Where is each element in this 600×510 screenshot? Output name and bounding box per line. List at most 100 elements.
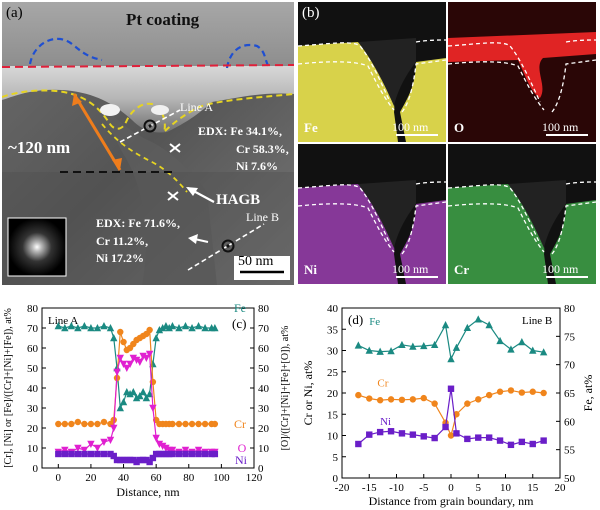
chart-d-ytick-label: 15: [327, 409, 339, 421]
series-d-cr-point: [409, 396, 417, 403]
series-d-cr-point: [496, 388, 504, 395]
series-c-fe-point: [110, 334, 118, 342]
series-d-fe-point: [430, 340, 439, 349]
series-c-fe-point: [87, 324, 95, 332]
series-c-o-point: [152, 434, 160, 442]
series-c-o-point: [123, 364, 131, 372]
pt-grain-outline-1: [28, 37, 103, 65]
chart-d-ylabel-left: Cr or Ni, at%: [301, 361, 315, 426]
legend-c-fe: Fe: [234, 301, 246, 315]
series-c-ni-point: [123, 456, 130, 464]
series-d-fe-point: [376, 347, 384, 355]
series-d-cr-line: [358, 389, 544, 438]
panel-b-edx-maps: (b) Fe 100 nm O 100 nm Ni 100 nm Cr 100 …: [298, 2, 598, 285]
fft-inset: [7, 217, 67, 277]
edx-map-cr: [447, 144, 597, 284]
series-c-fe-point: [168, 322, 177, 330]
series-d-fe-point: [365, 346, 373, 354]
map-ni-scale: 100 nm: [392, 262, 429, 276]
series-c-cr-point: [61, 420, 69, 428]
panel-a-tem-image: (a) Pt coating ~120 nm Line A EDX: Fe 34…: [2, 2, 294, 285]
series-d-cr-point: [507, 387, 515, 394]
series-d-ni-point: [485, 434, 493, 441]
series-c-ni-point: [136, 456, 144, 464]
series-c-ni-point: [146, 458, 153, 466]
chart-d-ytick-label: 40: [327, 303, 339, 315]
edx-map-ni: [298, 144, 447, 284]
chart-d-ytick-label-right: 80: [564, 303, 576, 315]
series-d-cr-point: [376, 397, 384, 404]
chart-c-ytick-label-right: 50: [258, 363, 270, 375]
chart-c-ytick-label: 40: [27, 383, 39, 395]
series-d-cr-point: [464, 400, 471, 407]
series-d-ni-point: [540, 437, 547, 444]
series-d-fe-point: [447, 355, 455, 363]
series-d-fe-point: [398, 340, 406, 349]
series-c-fe-point: [139, 388, 147, 396]
chart-d-ytick-label: 25: [327, 367, 339, 379]
series-d-ni-point: [431, 434, 438, 442]
series-c-o-point: [145, 350, 154, 358]
chart-c-ytick-label: 20: [27, 423, 39, 435]
series-d-ni-point: [355, 440, 362, 448]
chart-c-ytick-label-right: 0: [258, 463, 264, 475]
series-c-fe-point: [165, 324, 173, 332]
map-cr-element: Cr: [454, 262, 470, 277]
series-c-o-point: [129, 354, 138, 362]
chart-c-xtick-label: 120: [246, 472, 263, 484]
series-c-ni-point: [107, 450, 114, 458]
series-c-ni-point: [126, 456, 134, 464]
series-c-ni-point: [152, 450, 160, 458]
series-d-ni-point: [464, 435, 471, 443]
series-c-fe-point: [61, 324, 69, 332]
chart-c-ylabel-left: [Cr], [Ni] or [Fe]/([Cr]+[Ni]+[Fe]), at%: [3, 308, 14, 468]
series-c-o-point: [168, 446, 177, 454]
series-d-cr: [355, 387, 547, 439]
series-c-o-line: [58, 352, 215, 453]
series-d-ni-point: [366, 431, 373, 438]
chart-d-ylabel-right: Fe, at%: [581, 375, 595, 412]
series-c-o-point: [139, 352, 147, 360]
legend-c-o: O: [238, 441, 247, 455]
chart-d-xlabel: Distance from grain boundary, nm: [369, 494, 535, 508]
series-c-o-point: [100, 438, 108, 446]
series-d-ni-point: [496, 437, 504, 444]
chart-c-ytick-label-right: 80: [258, 303, 270, 315]
series-c-ni-point: [156, 450, 163, 458]
chart-c-ytick-label-right: 20: [258, 423, 270, 435]
line-a-label: Line A: [180, 100, 213, 114]
chart-d-xtick-label: 20: [555, 482, 567, 494]
series-c-o-point: [162, 444, 170, 452]
series-d-fe-point: [452, 343, 461, 351]
series-c-fe-point: [67, 322, 76, 330]
series-d-cr-point: [366, 395, 373, 402]
grain-boundary-outline: [101, 123, 188, 193]
line-b-chart: -20 -15 -10 -5 0 5 10 15 20 0 5 10 15 20 25 30 35 40 50 55 6…: [301, 303, 595, 508]
series-d-cr-point: [529, 388, 536, 395]
legend-d-cr: Cr: [377, 378, 388, 390]
series-c-ni-point: [55, 450, 62, 458]
chart-d-ytick-label: 35: [327, 324, 339, 336]
series-c-fe-point: [155, 326, 164, 334]
series-c-fe-point: [132, 394, 141, 402]
series-c-ni-point: [110, 452, 117, 460]
chart-d-xtick-label: 10: [500, 482, 512, 494]
series-c-ni-point: [113, 456, 121, 464]
series-c-fe-point: [80, 322, 89, 330]
edx-a-line1: EDX: Fe 34.1%,: [198, 124, 282, 138]
chart-c-ytick-label-right: 70: [258, 323, 270, 335]
series-c-fe-point: [188, 324, 196, 332]
series-c-ni-point: [188, 450, 196, 458]
hagb-label: HAGB: [216, 192, 261, 208]
series-c-ni-point: [169, 450, 176, 458]
series-d-ni-point: [398, 430, 406, 437]
chart-c-ytick-label: 50: [27, 363, 39, 375]
series-c-ni-point: [166, 450, 173, 458]
series-d-fe-point: [518, 338, 526, 346]
series-c-ni-point: [149, 454, 157, 462]
series-c-ni-point: [195, 450, 202, 458]
chart-c-xtick-label: 40: [118, 472, 130, 484]
chart-d-xtick-label: 15: [527, 482, 539, 494]
series-d-cr-point: [420, 394, 427, 402]
series-c-o-point: [181, 446, 190, 454]
